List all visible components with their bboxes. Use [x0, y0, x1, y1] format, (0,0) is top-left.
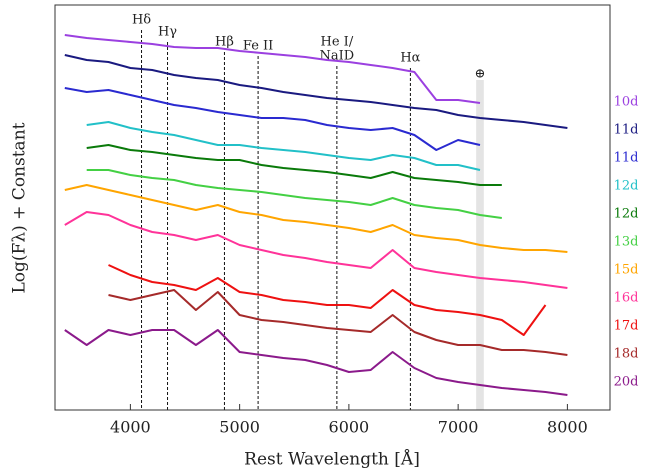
- spectrum-line: [64, 34, 481, 104]
- series-label: 20d: [614, 375, 639, 390]
- spectrum-line: [86, 144, 502, 186]
- series-label: 13d: [614, 235, 639, 250]
- series-label: 10d: [614, 95, 639, 110]
- series-label: 11d: [614, 151, 639, 166]
- line-label: Fe II: [243, 39, 273, 54]
- spectrum-line: [64, 54, 568, 129]
- x-tick-label: 6000: [329, 418, 370, 437]
- plot-frame: [54, 4, 611, 411]
- spectrum-line: [64, 184, 568, 253]
- x-tick-label: 7000: [438, 418, 479, 437]
- spectrum-line: [108, 264, 547, 336]
- x-tick-label: 4000: [110, 418, 151, 437]
- line-label: Hδ: [132, 13, 151, 28]
- spectrum-line: [64, 211, 568, 289]
- spectrum-line: [86, 169, 502, 219]
- x-tick-label: 5000: [219, 418, 260, 437]
- spectrum-line: [108, 289, 568, 356]
- series-label: 17d: [614, 319, 639, 334]
- line-label: Hγ: [158, 25, 177, 40]
- series-label: 15d: [614, 263, 639, 278]
- series-label: 12d: [614, 179, 639, 194]
- series-label: 12d: [614, 207, 639, 222]
- spectrum-line: [64, 87, 481, 151]
- line-label: Hα: [400, 51, 420, 66]
- line-label: Hβ: [215, 35, 234, 50]
- telluric-label: ⊕: [475, 67, 486, 82]
- series-label: 18d: [614, 347, 639, 362]
- spectrum-line: [86, 121, 481, 171]
- series-label: 16d: [614, 291, 639, 306]
- x-axis-label: Rest Wavelength [Å]: [244, 449, 420, 470]
- x-tick-label: 8000: [547, 418, 588, 437]
- spectrum-line: [64, 329, 568, 396]
- series-label: 11d: [614, 123, 639, 138]
- y-axis-label: Log(Fλ) + Constant: [10, 122, 30, 293]
- line-label: He I/: [321, 35, 354, 50]
